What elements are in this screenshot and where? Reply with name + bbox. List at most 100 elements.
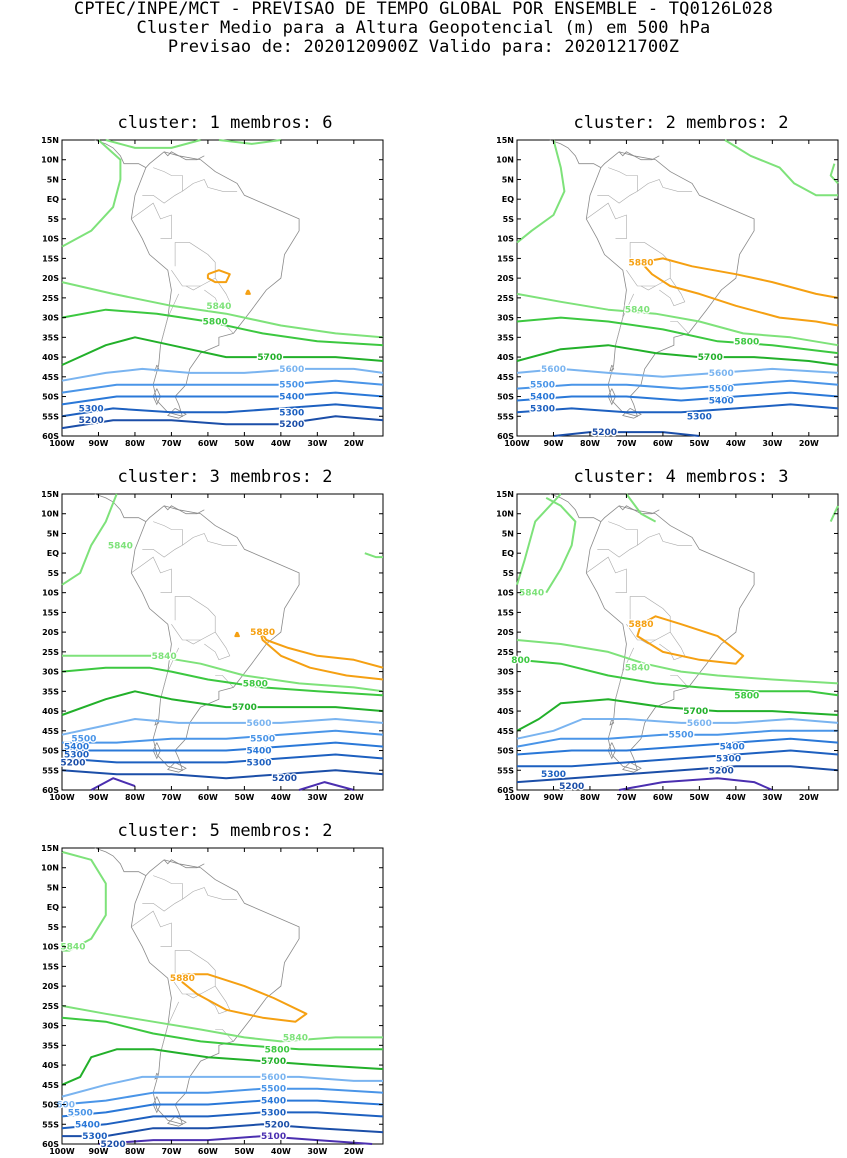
contour-label: 5300: [687, 412, 712, 422]
lat-tick-label: 50S: [42, 747, 59, 756]
lat-tick-label: 55S: [42, 412, 59, 421]
lon-tick-label: 80W: [580, 793, 600, 802]
contour-label: 5800: [243, 679, 268, 689]
contour-line-5800: [61, 308, 384, 347]
header-line-3: Previsao de: 2020120900Z Valido para: 20…: [167, 37, 680, 57]
lon-tick-label: 50W: [234, 1147, 254, 1156]
coastline: [585, 151, 755, 417]
lat-tick-label: 5S: [48, 215, 60, 224]
contour-line-5840: [61, 1004, 383, 1043]
lon-tick-label: 80W: [125, 1147, 145, 1156]
contour-line-5880: [234, 631, 240, 638]
lat-tick-label: 40S: [42, 1061, 59, 1070]
lon-tick-label: 40W: [726, 439, 746, 448]
lon-tick-label: 90W: [88, 1147, 108, 1156]
coastline-central-america: [549, 493, 602, 522]
contour-label: 5400: [75, 1120, 100, 1130]
map-frame: [61, 139, 384, 437]
country-border: [153, 875, 183, 900]
lat-tick-label: 60S: [497, 432, 514, 441]
contour-line-5840: [105, 139, 201, 149]
contour-line-5840: [61, 281, 384, 339]
contour-label: 5200: [592, 428, 617, 438]
lat-tick-label: 15N: [496, 136, 514, 145]
country-border: [659, 277, 686, 307]
contour-label: 5300: [541, 770, 566, 780]
contour-label: 5880: [170, 974, 195, 984]
lon-tick-label: 40W: [271, 439, 291, 448]
country-border: [142, 887, 238, 912]
country-border: [615, 293, 634, 346]
country-border: [670, 675, 689, 688]
lat-tick-label: 50S: [42, 393, 59, 402]
contour-label: 5300: [79, 404, 104, 414]
country-border: [160, 1001, 179, 1054]
lat-tick-label: 45S: [42, 727, 59, 736]
contour-line-5400: [62, 741, 384, 752]
coastline-caribbean: [618, 151, 660, 161]
contour-label: 5700: [683, 707, 708, 717]
lat-tick-label: 35S: [497, 333, 514, 342]
lon-tick-label: 60W: [198, 439, 218, 448]
lon-tick-label: 20W: [799, 439, 819, 448]
contour-label: 5400: [720, 743, 745, 753]
lat-tick-label: 10S: [42, 589, 59, 598]
lat-tick-label: 15N: [41, 844, 59, 853]
contour-label: 5500: [250, 735, 275, 745]
contour-line-5840: [516, 139, 566, 244]
country-border: [131, 910, 172, 947]
header-line-2: Cluster Medio para a Altura Geopotencial…: [136, 18, 711, 38]
contour-line-5800: [516, 658, 839, 697]
contour-label: 5700: [232, 703, 257, 713]
lat-tick-label: 50S: [497, 747, 514, 756]
contour-label: 5800: [734, 691, 759, 701]
figure-header: CPTEC/INPE/MCT - PREVISAO DE TEMPO GLOBA…: [0, 0, 847, 57]
lat-tick-label: 60S: [497, 786, 514, 795]
lon-tick-label: 90W: [88, 793, 108, 802]
country-border: [160, 293, 179, 346]
panel-title-cluster-3: cluster: 3 membros: 2: [117, 467, 333, 487]
contour-line-5700: [61, 336, 384, 366]
lat-tick-label: 15S: [497, 254, 514, 263]
contour-line-5100: [298, 781, 355, 791]
lat-tick-label: 35S: [497, 687, 514, 696]
lat-tick-label: 5S: [48, 569, 60, 578]
island-outline: [609, 718, 615, 726]
lat-tick-label: 5N: [47, 529, 59, 538]
lat-tick-label: 35S: [42, 687, 59, 696]
lat-tick-label: EQ: [502, 195, 514, 204]
contour-label: 5700: [698, 353, 723, 363]
contour-label: 5400: [279, 393, 304, 403]
contour-line-5600: [61, 367, 384, 382]
map-frame: [516, 493, 839, 791]
contour-label: 5700: [257, 353, 282, 363]
contour-label: 600: [56, 1101, 75, 1111]
contour-line-5880: [258, 627, 384, 669]
contour-line-5800: [61, 1016, 383, 1051]
lat-tick-label: 30S: [42, 314, 59, 323]
land-outlines: [549, 493, 755, 773]
contour-label: 5600: [279, 365, 304, 375]
lat-tick-label: 5S: [503, 569, 515, 578]
country-border: [659, 631, 686, 661]
lon-tick-label: 30W: [307, 1147, 327, 1156]
contour-label: 5300: [82, 1132, 107, 1142]
island-outline: [167, 762, 187, 773]
contour-label: 5880: [250, 628, 275, 638]
contour-line-5400: [516, 391, 839, 402]
country-border: [670, 321, 689, 334]
lon-tick-label: 60W: [653, 439, 673, 448]
contour-label: 5200: [60, 758, 85, 768]
contour-line-5300: [516, 403, 839, 414]
lon-tick-label: 80W: [125, 793, 145, 802]
country-border: [215, 1029, 234, 1042]
contour-label: 5840: [283, 1033, 308, 1043]
country-border: [608, 521, 638, 546]
contour-line-5840: [724, 139, 838, 197]
contour-label: 5600: [541, 365, 566, 375]
contour-label: 5200: [101, 1140, 126, 1150]
lat-tick-label: 20S: [497, 274, 514, 283]
contour-line-5880: [245, 289, 251, 295]
lat-tick-label: EQ: [502, 549, 514, 558]
